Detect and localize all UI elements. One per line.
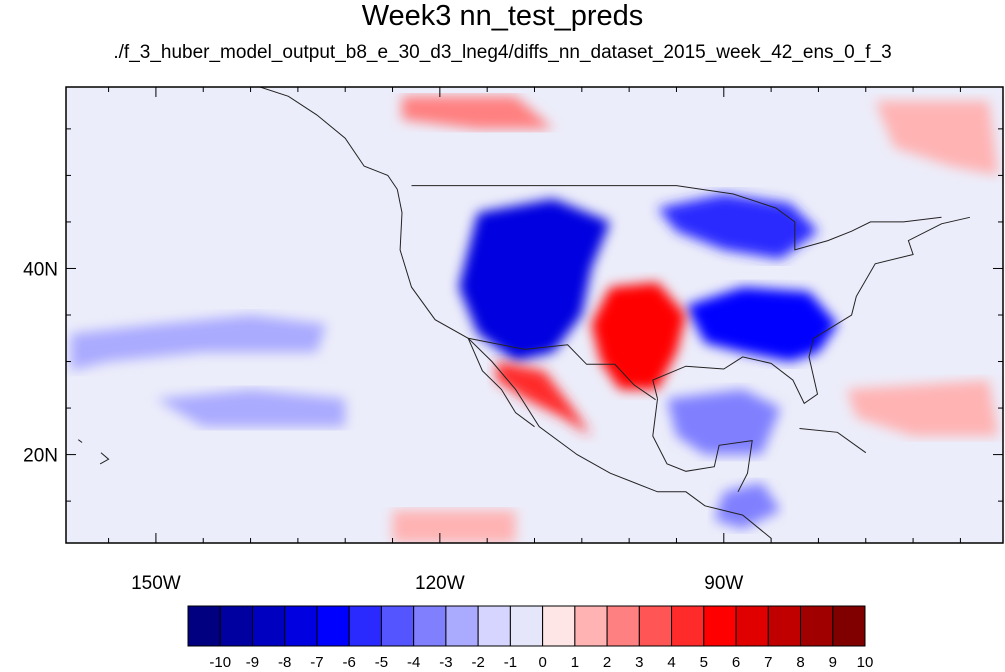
- colorbar-label: -6: [343, 654, 356, 671]
- colorbar-label: -4: [407, 654, 420, 671]
- coastline-segment: [411, 185, 942, 251]
- coastline-segment: [99, 452, 110, 465]
- colorbar-box: [638, 605, 673, 647]
- x-tick-label: 150W: [131, 573, 181, 594]
- colorbar-label: -9: [246, 654, 259, 671]
- colorbar-label: -7: [310, 654, 323, 671]
- colorbar-box: [316, 605, 350, 647]
- x-tick-label: 120W: [415, 573, 465, 594]
- positive-north-canada: [402, 96, 554, 129]
- map-subtitle: ./f_3_huber_model_output_b8_e_30_d3_lneg…: [113, 42, 892, 63]
- colorbar-label: 2: [603, 654, 611, 671]
- colorbar-box: [348, 605, 382, 647]
- axis-ticks-group: [66, 87, 1003, 543]
- strong-negative-west-us: [458, 198, 611, 362]
- negative-pacific-south: [155, 389, 346, 427]
- colorbar-box: [445, 605, 479, 647]
- colorbar-label: 1: [571, 654, 579, 671]
- colorbar-labels: -10 -9 -8 -7 -6 -5 -4 -3 -2 -1 0 1 2 3 4 5 6 7 8 9 10: [209, 654, 873, 671]
- coastline-segment: [259, 87, 398, 190]
- positive-atlantic: [846, 380, 999, 436]
- colorbar-box: [767, 605, 802, 647]
- positive-baja-mexico: [496, 361, 592, 436]
- coastline-segment: [396, 189, 772, 539]
- anomaly-field-group: [70, 96, 999, 543]
- colorbar-box: [703, 605, 737, 647]
- colorbar-box: [380, 605, 415, 647]
- colorbar-box: [832, 605, 866, 647]
- colorbar-label: 7: [764, 654, 772, 671]
- coastline-group: [78, 87, 971, 539]
- colorbar-label: 4: [667, 654, 675, 671]
- coastline-segment: [78, 439, 83, 443]
- colorbar-label: 0: [538, 654, 546, 671]
- negative-caribbean: [714, 482, 781, 529]
- coastline-segment: [652, 216, 971, 405]
- strong-positive-southern-plains: [591, 282, 686, 390]
- colorbar-label: 3: [635, 654, 643, 671]
- colorbar-label: -10: [209, 654, 231, 671]
- map-title: Week3 nn_test_preds: [361, 0, 644, 32]
- colorbar-label: 6: [732, 654, 740, 671]
- colorbar-box: [542, 605, 576, 647]
- y-tick-label: 40N: [23, 259, 58, 280]
- colorbar-label: -8: [278, 654, 291, 671]
- colorbar-label: -5: [375, 654, 388, 671]
- negative-gulf: [667, 389, 781, 455]
- colorbar-label: -2: [471, 654, 484, 671]
- colorbar-box: [574, 605, 608, 647]
- colorbar-label: 10: [857, 654, 874, 671]
- colorbar-box: [800, 605, 834, 647]
- colorbar-box: [671, 605, 705, 647]
- colorbar-label: 8: [796, 654, 804, 671]
- colorbar-box: [284, 605, 318, 647]
- colorbar-box: [187, 605, 221, 647]
- colorbar-box: [735, 605, 769, 647]
- colorbar-box: [477, 605, 511, 647]
- coastline-segment: [799, 428, 867, 454]
- x-tick-label: 90W: [704, 573, 743, 594]
- colorbar-label: -1: [504, 654, 517, 671]
- negative-central-pacific-band: [70, 315, 327, 371]
- positive-east-canada: [875, 101, 999, 176]
- colorbar-box: [509, 605, 544, 647]
- coastline-segment: [467, 338, 535, 428]
- axis-labels-group: 150W 120W 90W 40N 20N: [23, 259, 743, 594]
- positive-east-pacific: [392, 510, 516, 543]
- colorbar-box: [251, 605, 286, 647]
- colorbar-box: [413, 605, 447, 647]
- colorbar-box: [606, 605, 640, 647]
- coastline-segment: [468, 337, 656, 401]
- colorbar-label: 5: [700, 654, 708, 671]
- coastline-segment: [652, 398, 753, 493]
- colorbar-label: 9: [829, 654, 837, 671]
- colorbar-boxes: [187, 605, 866, 647]
- colorbar-label: -3: [439, 654, 452, 671]
- strong-negative-southeast-us: [685, 287, 838, 362]
- colorbar-box: [219, 605, 253, 647]
- y-tick-label: 20N: [23, 446, 58, 467]
